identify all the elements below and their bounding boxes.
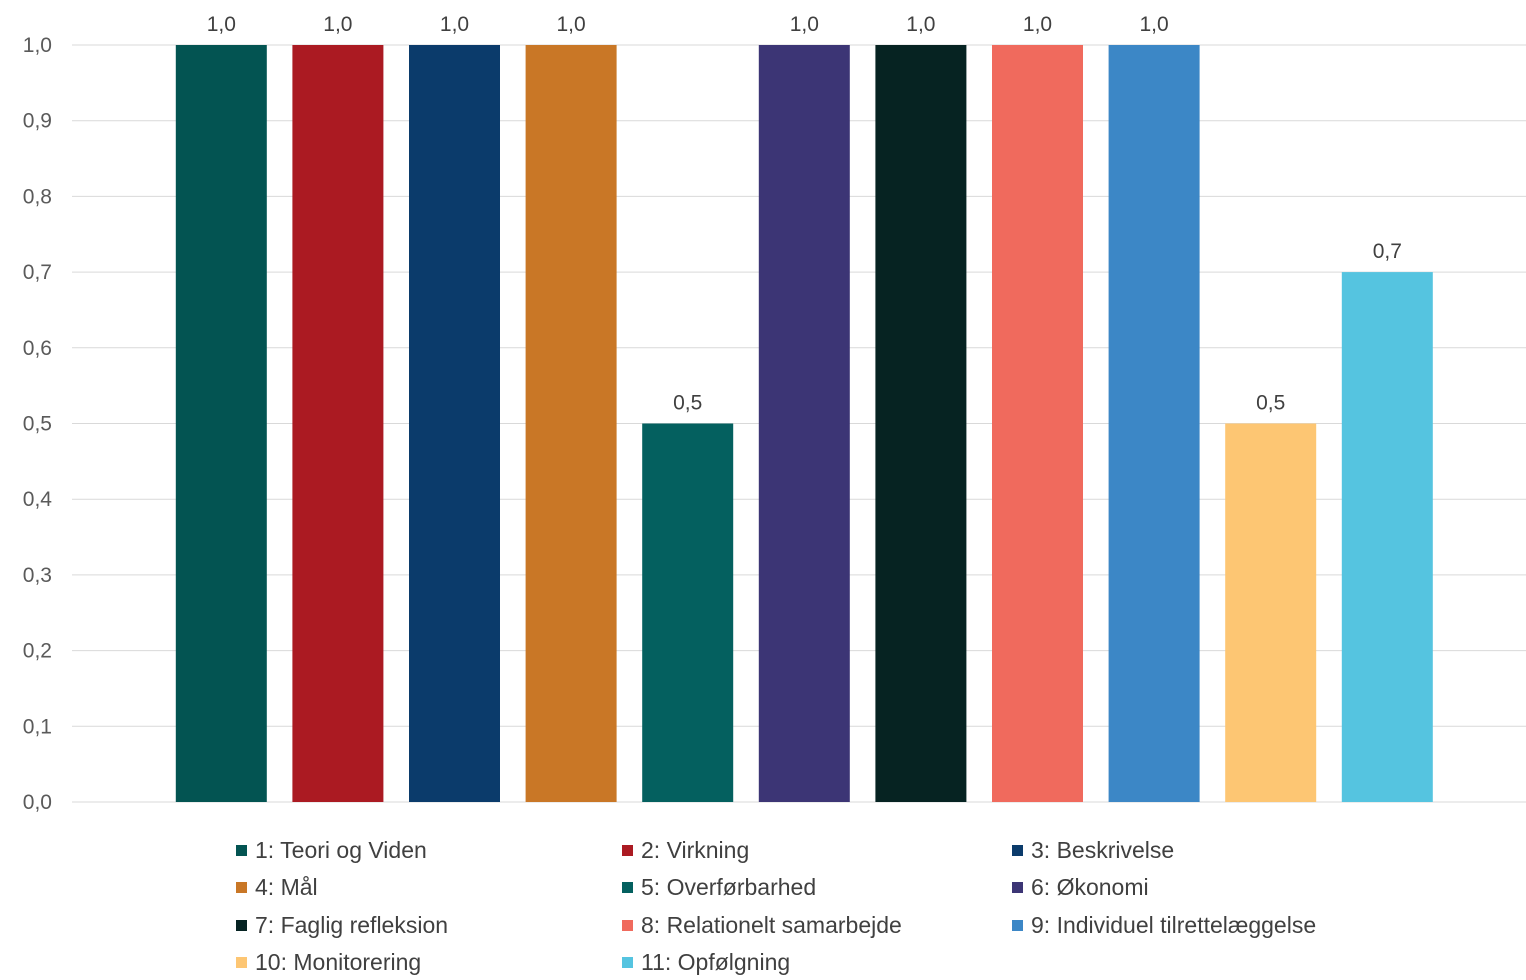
y-tick-label: 1,0 <box>23 34 52 57</box>
y-tick-label: 0,8 <box>23 185 52 208</box>
y-tick-label: 0,9 <box>23 110 52 133</box>
y-tick-label: 0,0 <box>23 791 52 814</box>
legend-item: 3: Beskrivelse <box>1012 833 1174 867</box>
legend-label: 4: Mål <box>255 874 318 900</box>
legend-label: 11: Opfølgning <box>641 949 791 975</box>
bar <box>409 45 500 802</box>
legend-label: 10: Monitorering <box>255 949 422 975</box>
data-label: 1,0 <box>1023 13 1052 36</box>
data-label: 1,0 <box>906 13 935 36</box>
legend-item: 2: Virkning <box>622 833 749 867</box>
y-axis: 0,0 0,1 0,2 0,3 0,4 0,5 0,6 0,7 0,8 0,9 1,0 <box>23 34 53 814</box>
data-label: 0,5 <box>1256 392 1285 415</box>
legend-item: 1: Teori og Viden <box>236 833 427 867</box>
legend-label: 3: Beskrivelse <box>1031 836 1175 863</box>
bar-chart: 0,00,10,20,30,40,50,60,70,80,91,0 1,0 1,0… <box>23 13 1526 814</box>
bar <box>1225 423 1317 802</box>
data-label: 0,7 <box>1373 240 1402 263</box>
legend-label: 5: Overførbarhed <box>641 874 817 900</box>
y-tick-label: 0,6 <box>23 337 52 360</box>
bar <box>1341 272 1433 803</box>
legend-item: 6: Økonomi <box>1012 871 1149 905</box>
legend-swatch <box>622 957 633 968</box>
legend-swatch <box>622 882 633 893</box>
legend-swatch <box>1012 844 1023 856</box>
legend-swatch <box>236 844 247 856</box>
legend-item: 11: Opfølgning <box>622 946 790 980</box>
legend-swatch <box>236 882 247 893</box>
legend-label: 7: Faglig refleksion <box>255 911 449 938</box>
data-label: 1,0 <box>1139 13 1168 36</box>
bar <box>875 45 967 802</box>
bar <box>992 45 1083 802</box>
legend-swatch <box>236 957 247 968</box>
legend-label: 6: Økonomi <box>1031 874 1149 900</box>
legend-item: 8: Relationelt samarbejde <box>622 908 902 942</box>
legend-item: 9: Individuel tilrettelæggelse <box>1012 908 1316 942</box>
y-tick-label: 0,3 <box>23 564 52 587</box>
legend-item: 5: Overførbarhed <box>622 871 816 905</box>
data-label: 1,0 <box>790 13 819 36</box>
data-label: 0,5 <box>673 392 702 415</box>
legend-label: 1: Teori og Viden <box>255 836 427 863</box>
legend-item: 7: Faglig refleksion <box>236 908 448 942</box>
bar <box>758 45 850 802</box>
y-tick-label: 0,5 <box>23 413 52 436</box>
y-tick-label: 0,2 <box>23 640 52 663</box>
bar <box>175 45 267 802</box>
legend-swatch <box>1012 882 1023 893</box>
legend-swatch <box>622 844 633 856</box>
data-label: 1,0 <box>440 13 469 36</box>
legend-swatch <box>236 919 247 931</box>
legend-swatch <box>1012 919 1023 931</box>
data-label: 1,0 <box>323 13 352 36</box>
y-tick-label: 0,4 <box>23 488 53 511</box>
legend-label: 8: Relationelt samarbejde <box>641 911 902 938</box>
bar <box>1108 45 1200 802</box>
bar <box>642 423 734 802</box>
bar <box>525 45 617 802</box>
data-labels: 1,0 1,0 1,0 1,0 0,5 1,0 1,0 1,0 1,0 0,5 0,7 <box>207 13 1402 415</box>
y-tick-label: 0,1 <box>23 715 52 738</box>
data-label: 1,0 <box>207 13 236 36</box>
bars <box>175 45 1433 803</box>
legend-label: 2: Virkning <box>641 836 750 863</box>
y-tick-label: 0,7 <box>23 261 52 284</box>
legend: 1: Teori og Viden 2: Virkning 3: Beskrivel… <box>236 830 1436 975</box>
legend-swatch <box>622 919 633 931</box>
bar <box>292 45 384 802</box>
legend-item: 10: Monitorering <box>236 946 421 980</box>
legend-label: 9: Individuel tilrettelæggelse <box>1031 911 1317 938</box>
data-label: 1,0 <box>556 13 585 36</box>
legend-item: 4: Mål <box>236 871 318 905</box>
